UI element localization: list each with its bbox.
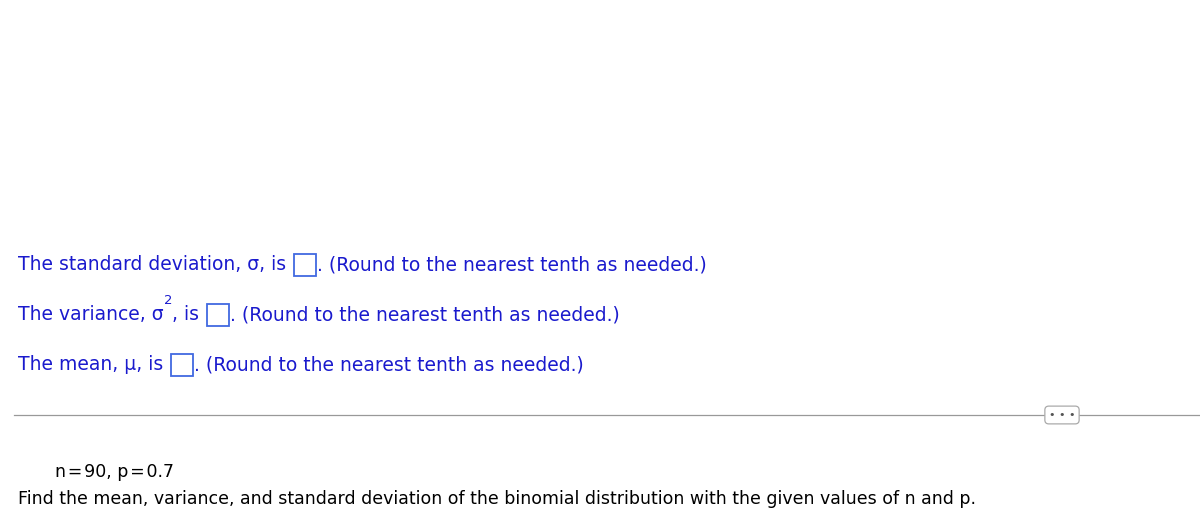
Text: 2: 2 xyxy=(163,294,172,307)
FancyBboxPatch shape xyxy=(208,304,229,326)
FancyBboxPatch shape xyxy=(172,354,193,376)
Text: • • •: • • • xyxy=(1049,410,1075,420)
Text: The standard deviation, σ, is: The standard deviation, σ, is xyxy=(18,255,292,275)
Text: . (Round to the nearest tenth as needed.): . (Round to the nearest tenth as needed.… xyxy=(230,305,620,325)
Text: , is: , is xyxy=(172,305,205,325)
Text: The variance, σ: The variance, σ xyxy=(18,305,163,325)
Text: Find the mean, variance, and standard deviation of the binomial distribution wit: Find the mean, variance, and standard de… xyxy=(18,490,976,508)
Text: . (Round to the nearest tenth as needed.): . (Round to the nearest tenth as needed.… xyxy=(317,255,707,275)
Text: The mean, μ, is: The mean, μ, is xyxy=(18,355,169,374)
Text: . (Round to the nearest tenth as needed.): . (Round to the nearest tenth as needed.… xyxy=(194,355,584,374)
Text: n = 90, p = 0.7: n = 90, p = 0.7 xyxy=(55,463,174,481)
FancyBboxPatch shape xyxy=(294,254,316,276)
